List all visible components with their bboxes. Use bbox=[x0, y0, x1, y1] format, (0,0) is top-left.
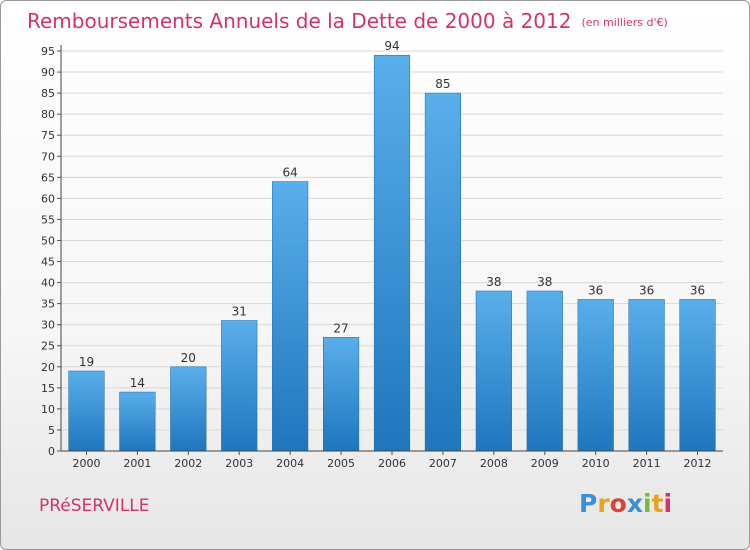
x-tick-label-2012: 2012 bbox=[684, 457, 712, 470]
y-tick-label: 65 bbox=[41, 171, 55, 184]
y-tick-label: 75 bbox=[41, 129, 55, 142]
data-label-2003: 31 bbox=[232, 304, 247, 318]
y-tick-label: 25 bbox=[41, 340, 55, 353]
y-tick-label: 90 bbox=[41, 66, 55, 79]
bar-2004 bbox=[272, 181, 309, 452]
x-tick-label-2001: 2001 bbox=[123, 457, 151, 470]
data-labels: 19 14 20 31 64 27 94 85 38 38 36 36 36 bbox=[79, 39, 705, 390]
bar-2000 bbox=[68, 370, 105, 452]
bar-2001 bbox=[119, 391, 156, 452]
data-label-2000: 19 bbox=[79, 355, 94, 369]
data-label-2007: 85 bbox=[435, 77, 450, 91]
logo-letter: P bbox=[579, 489, 598, 518]
x-tick-label-2003: 2003 bbox=[225, 457, 253, 470]
y-tick-label: 35 bbox=[41, 298, 55, 311]
logo-letter: i bbox=[643, 489, 652, 518]
x-tick-label-2005: 2005 bbox=[327, 457, 355, 470]
data-label-2009: 38 bbox=[537, 275, 552, 289]
x-tick-label-2004: 2004 bbox=[276, 457, 304, 470]
data-label-2004: 64 bbox=[283, 166, 298, 180]
bar-2011 bbox=[628, 299, 665, 452]
x-tick-label-2002: 2002 bbox=[174, 457, 202, 470]
data-label-2010: 36 bbox=[588, 283, 603, 297]
town-name: PRéSERVILLE bbox=[39, 496, 150, 516]
y-tick-label: 60 bbox=[41, 192, 55, 205]
x-tick-label-2007: 2007 bbox=[429, 457, 457, 470]
y-tick-label: 15 bbox=[41, 382, 55, 395]
bars bbox=[68, 54, 716, 452]
logo-letter: i bbox=[663, 489, 673, 518]
bar-2010 bbox=[577, 299, 614, 452]
y-tick-label: 40 bbox=[41, 277, 55, 290]
chart-title: Remboursements Annuels de la Dette de 20… bbox=[27, 9, 668, 33]
logo-letter: t bbox=[651, 489, 664, 518]
data-label-2002: 20 bbox=[181, 351, 196, 365]
y-tick-label: 55 bbox=[41, 213, 55, 226]
bar-2012 bbox=[679, 299, 716, 452]
data-label-2005: 27 bbox=[333, 321, 348, 335]
y-tick-label: 30 bbox=[41, 319, 55, 332]
y-tick-label: 0 bbox=[48, 445, 55, 458]
bar-2003 bbox=[221, 320, 258, 452]
y-tick-label: 20 bbox=[41, 361, 55, 374]
x-tick-label-2008: 2008 bbox=[480, 457, 508, 470]
y-tick-label: 45 bbox=[41, 256, 55, 269]
y-tick-label: 10 bbox=[41, 403, 55, 416]
x-tick-label-2009: 2009 bbox=[531, 457, 559, 470]
y-tick-label: 50 bbox=[41, 234, 55, 247]
logo-letter: x bbox=[626, 489, 643, 518]
bar-2007 bbox=[424, 92, 461, 452]
bar-2008 bbox=[475, 290, 512, 452]
y-tick-label: 95 bbox=[41, 45, 55, 58]
logo-letter: o bbox=[609, 489, 627, 518]
data-label-2001: 14 bbox=[130, 376, 145, 390]
y-tick-label: 80 bbox=[41, 108, 55, 121]
axes: 0 5 10 15 20 25 30 35 40 45 50 55 60 65 70 75 80 85 90 95 20… bbox=[41, 45, 723, 470]
bar-2002 bbox=[170, 366, 207, 452]
x-tick-label-2006: 2006 bbox=[378, 457, 406, 470]
data-label-2008: 38 bbox=[486, 275, 501, 289]
data-label-2006: 94 bbox=[384, 39, 399, 53]
bar-2005 bbox=[323, 337, 360, 452]
bar-2006 bbox=[373, 54, 411, 452]
x-tick-label-2011: 2011 bbox=[633, 457, 661, 470]
x-tick-label-2000: 2000 bbox=[72, 457, 100, 470]
x-tick-label-2010: 2010 bbox=[582, 457, 610, 470]
proxiti-logo: Proxiti bbox=[579, 489, 672, 518]
bar-2009 bbox=[526, 290, 563, 452]
logo-letter: r bbox=[597, 489, 610, 518]
data-label-2011: 36 bbox=[639, 283, 654, 297]
y-tick-label: 5 bbox=[48, 424, 55, 437]
data-label-2012: 36 bbox=[690, 283, 705, 297]
chart-title-text: Remboursements Annuels de la Dette de 20… bbox=[27, 9, 572, 33]
y-tick-label: 85 bbox=[41, 87, 55, 100]
chart-unit: (en milliers d'€) bbox=[581, 16, 668, 29]
y-tick-label: 70 bbox=[41, 150, 55, 163]
